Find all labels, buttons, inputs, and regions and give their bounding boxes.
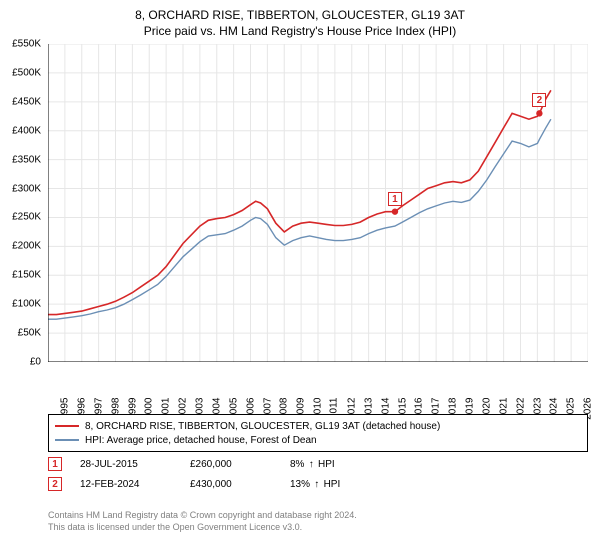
chart-title-line1: 8, ORCHARD RISE, TIBBERTON, GLOUCESTER, … [0,0,600,22]
attribution-line1: Contains HM Land Registry data © Crown c… [48,510,357,522]
y-tick-label: £150K [12,270,41,281]
sale-price: £430,000 [190,479,290,490]
chart-title-line2: Price paid vs. HM Land Registry's House … [0,22,600,44]
legend-label: 8, ORCHARD RISE, TIBBERTON, GLOUCESTER, … [85,421,440,432]
y-tick-label: £200K [12,241,41,252]
legend-row-address: 8, ORCHARD RISE, TIBBERTON, GLOUCESTER, … [55,419,581,433]
chart-container: 8, ORCHARD RISE, TIBBERTON, GLOUCESTER, … [0,0,600,560]
sales-table-row: 1 28-JUL-2015£260,0008% ↑ HPI [48,454,350,474]
sale-date: 12-FEB-2024 [80,479,190,490]
sale-diff: 8% ↑ HPI [290,459,350,470]
sale-marker-1: 1 [388,192,402,206]
y-tick-label: £350K [12,154,41,165]
y-tick-label: £400K [12,125,41,136]
sale-badge: 2 [48,477,62,491]
attribution-line2: This data is licensed under the Open Gov… [48,522,357,534]
y-tick-label: £250K [12,212,41,223]
sales-table-row: 2 12-FEB-2024£430,00013% ↑ HPI [48,474,350,494]
y-tick-label: £0 [30,357,41,368]
legend-swatch [55,425,79,427]
y-tick-label: £50K [18,328,41,339]
y-tick-label: £300K [12,183,41,194]
y-tick-label: £100K [12,299,41,310]
sales-table: 1 28-JUL-2015£260,0008% ↑ HPI 2 12-FEB-2024… [48,454,350,494]
legend-label: HPI: Average price, detached house, Fore… [85,435,317,446]
y-axis-labels: £0£50K£100K£150K£200K£250K£300K£350K£400… [0,44,45,362]
sale-diff: 13% ↑ HPI [290,479,350,490]
legend-row-hpi: HPI: Average price, detached house, Fore… [55,433,581,447]
sale-badge: 1 [48,457,62,471]
sale-marker-2: 2 [532,93,546,107]
legend-swatch [55,439,79,441]
plot-area: 12 [48,44,588,362]
y-tick-label: £500K [12,67,41,78]
y-tick-label: £550K [12,39,41,50]
attribution-text: Contains HM Land Registry data © Crown c… [48,510,357,533]
legend-box: 8, ORCHARD RISE, TIBBERTON, GLOUCESTER, … [48,414,588,452]
y-tick-label: £450K [12,96,41,107]
sale-price: £260,000 [190,459,290,470]
sale-date: 28-JUL-2015 [80,459,190,470]
x-axis-labels: 1995199619971998199920002001200220032004… [48,366,588,406]
